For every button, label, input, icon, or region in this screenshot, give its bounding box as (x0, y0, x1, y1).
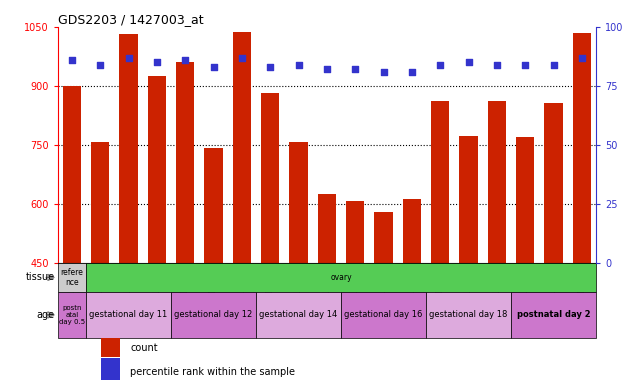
Bar (147, 76, 166, 263)
Point (124, 55, 134, 61)
Text: tissue: tissue (26, 272, 54, 283)
Bar (261, 93, 279, 263)
Text: gestational day 14: gestational day 14 (260, 310, 338, 319)
Bar (511, 292, 596, 338)
Bar (318, 194, 336, 263)
Point (577, 55, 587, 61)
Text: ovary: ovary (330, 273, 352, 282)
Bar (431, 101, 449, 263)
Bar (289, 142, 308, 263)
Bar (119, 33, 138, 263)
Bar (101, 358, 120, 380)
Bar (544, 103, 563, 263)
Bar (86, 292, 171, 338)
Point (463, 59, 474, 65)
Point (237, 55, 247, 61)
Bar (516, 137, 535, 263)
Point (322, 66, 332, 73)
Text: postnatal day 2: postnatal day 2 (517, 310, 590, 319)
Point (549, 61, 559, 68)
Point (265, 64, 276, 70)
Bar (426, 292, 511, 338)
Text: age: age (37, 310, 54, 320)
Bar (233, 31, 251, 263)
Text: gestational day 12: gestational day 12 (174, 310, 253, 319)
Point (520, 61, 530, 68)
Bar (171, 292, 256, 338)
Text: count: count (130, 343, 158, 354)
Text: gestational day 11: gestational day 11 (89, 310, 168, 319)
Point (152, 59, 162, 65)
Point (95, 61, 105, 68)
Bar (573, 33, 591, 263)
Bar (58, 263, 86, 292)
Point (350, 66, 360, 73)
Point (407, 69, 417, 75)
Point (208, 64, 219, 70)
Bar (204, 148, 223, 263)
Point (492, 61, 502, 68)
Text: postn
atal
day 0.5: postn atal day 0.5 (59, 305, 85, 325)
Point (294, 61, 304, 68)
Bar (63, 86, 81, 263)
Bar (256, 292, 341, 338)
Bar (176, 62, 194, 263)
Bar (91, 142, 110, 263)
Text: GDS2203 / 1427003_at: GDS2203 / 1427003_at (58, 13, 203, 26)
Bar (374, 212, 393, 263)
Text: gestational day 16: gestational day 16 (344, 310, 423, 319)
Bar (101, 335, 120, 357)
Text: gestational day 18: gestational day 18 (429, 310, 508, 319)
Bar (488, 101, 506, 263)
Text: percentile rank within the sample: percentile rank within the sample (130, 367, 296, 377)
Text: refere
nce: refere nce (60, 268, 83, 287)
Point (435, 61, 445, 68)
Point (180, 57, 190, 63)
Point (67, 57, 77, 63)
Bar (460, 136, 478, 263)
Bar (346, 201, 365, 263)
Bar (58, 292, 86, 338)
Bar (403, 199, 421, 263)
Point (378, 69, 388, 75)
Bar (341, 292, 426, 338)
